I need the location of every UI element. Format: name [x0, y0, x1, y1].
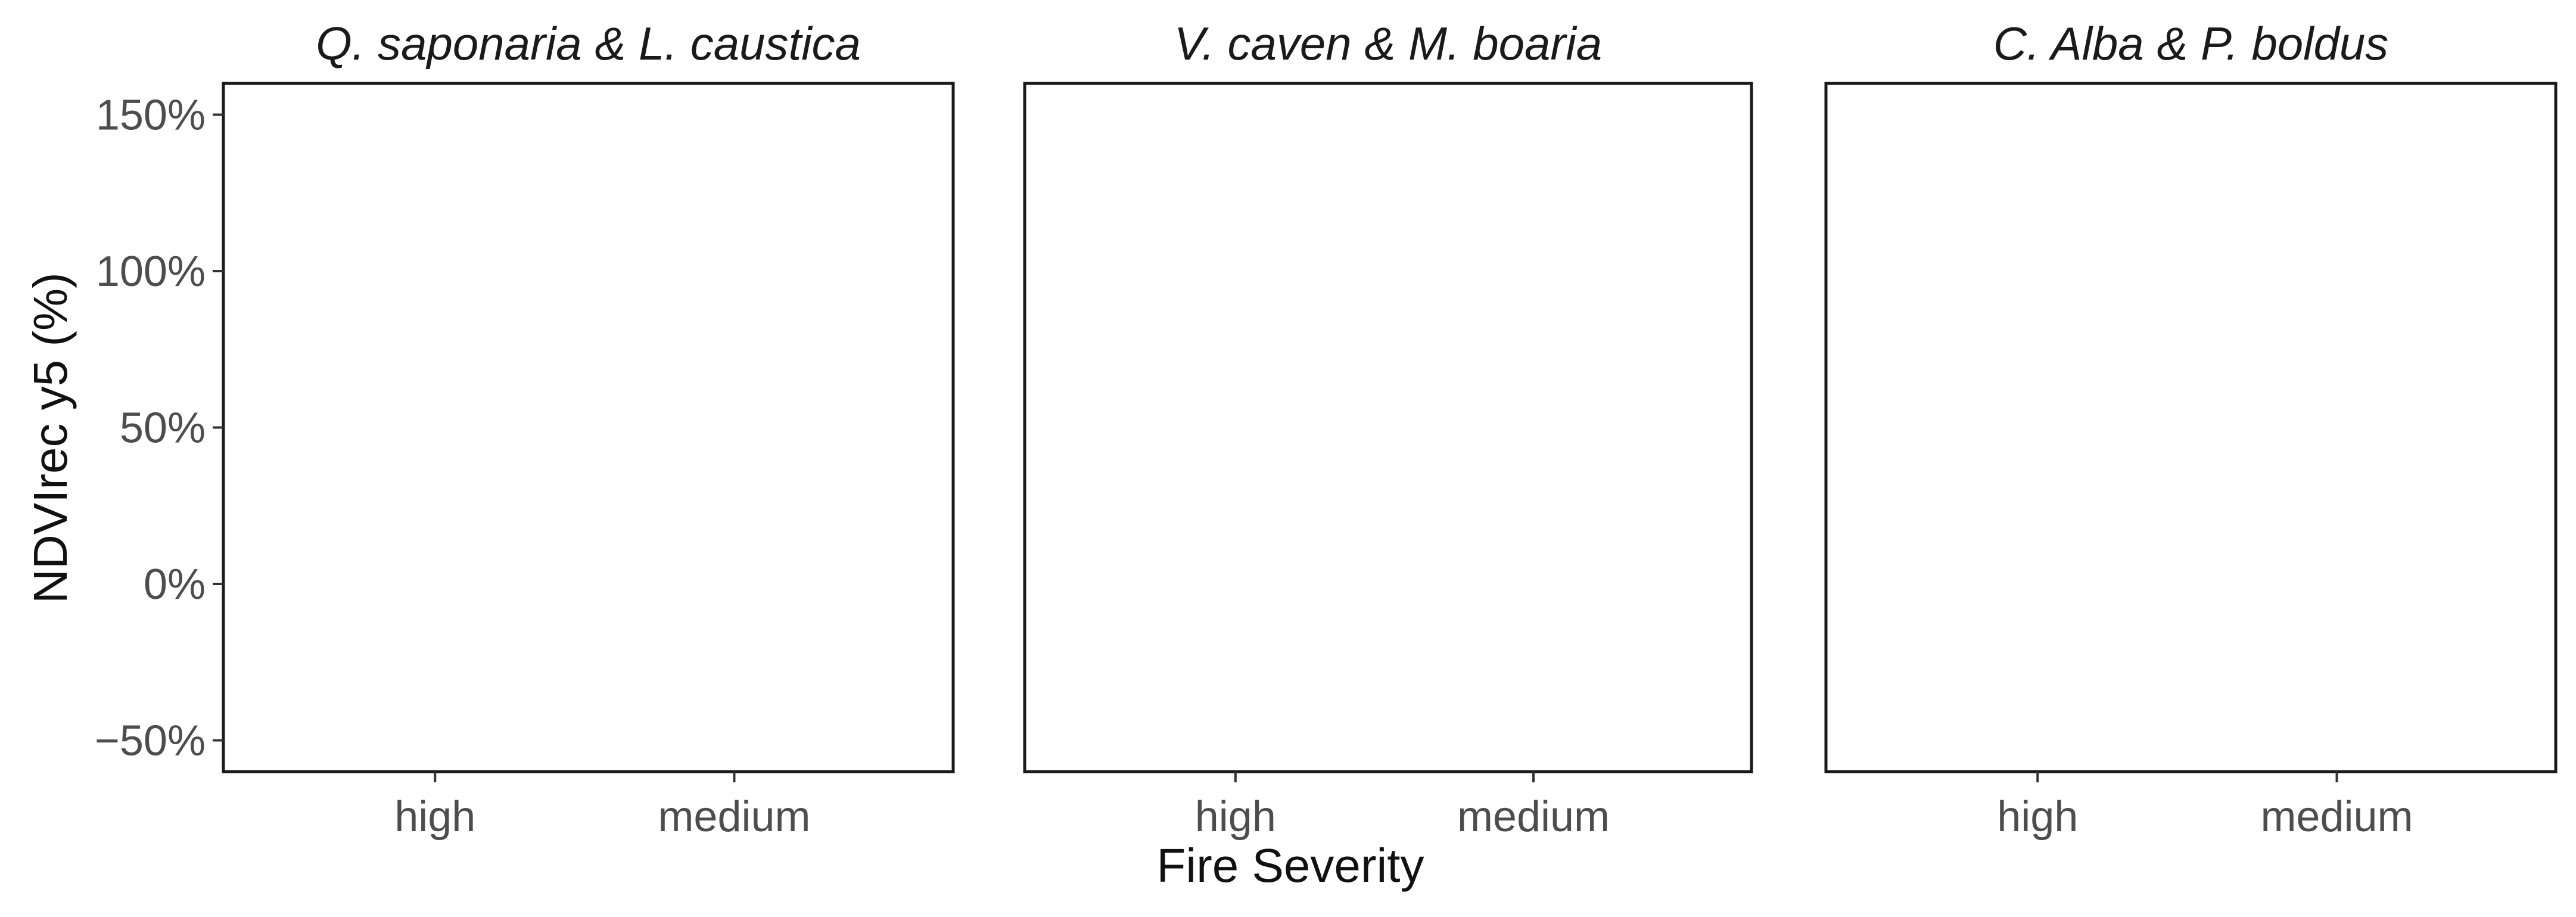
panel-title: C. Alba & P. boldus	[1993, 17, 2388, 70]
x-tick-label: high	[1997, 793, 2078, 841]
x-tick-label: medium	[1457, 793, 1610, 841]
x-axis-title: Fire Severity	[1157, 839, 1424, 892]
panel-2: aabababchighmediumV. caven & M. boaria	[1023, 17, 1753, 841]
x-tick-label: medium	[658, 793, 810, 841]
y-tick-label: 50%	[120, 405, 206, 452]
panel-frame	[1824, 82, 2558, 773]
panel-title: Q. saponaria & L. caustica	[316, 17, 861, 70]
panel-title: V. caven & M. boaria	[1174, 17, 1602, 70]
x-tick-label: high	[394, 793, 475, 841]
y-axis: −50% 0% 50% 100% 150%	[95, 92, 223, 765]
panels-layer: aabcAABhighmediumQ. saponaria & L. caust…	[222, 17, 2558, 841]
panel-1: aabcAABhighmediumQ. saponaria & L. caust…	[222, 17, 955, 841]
y-tick-label: 0%	[144, 561, 206, 608]
x-tick-label: high	[1195, 793, 1276, 841]
panel-3: abcABChighmediumC. Alba & P. boldus	[1824, 17, 2558, 841]
y-axis-title: NDVIrec y5 (%)	[24, 272, 77, 604]
panel-frame	[1023, 82, 1753, 773]
y-tick-label: 150%	[96, 92, 206, 139]
y-tick-label: −50%	[95, 717, 206, 765]
panel-frame	[222, 82, 955, 773]
x-tick-label: medium	[2260, 793, 2413, 841]
y-tick-label: 100%	[96, 248, 206, 296]
